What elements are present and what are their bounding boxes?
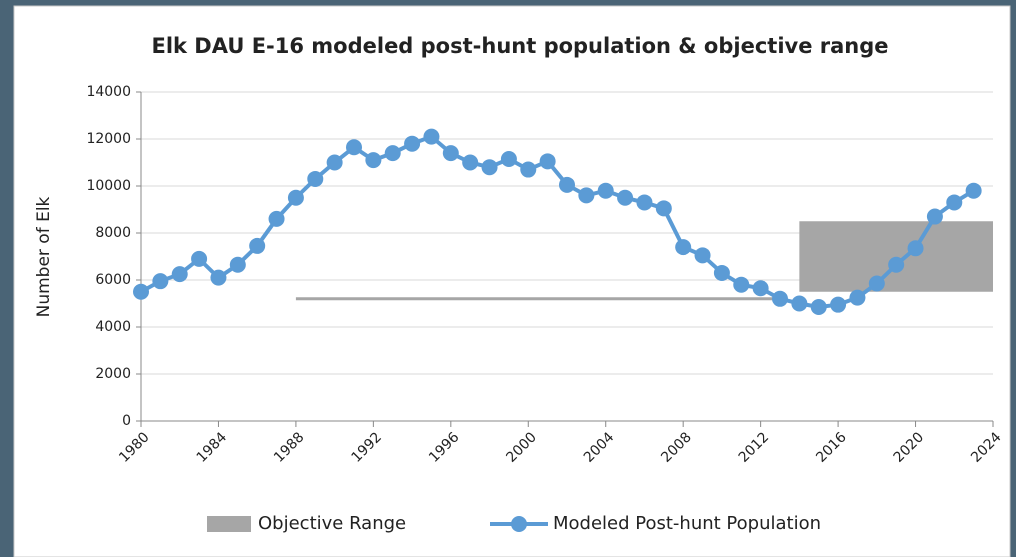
y-tick-label: 4000 [95,319,131,335]
data-point [229,256,246,273]
data-point [965,182,982,199]
data-point [675,239,692,256]
data-point [926,208,943,225]
legend-label: Modeled Post-hunt Population [553,513,821,534]
data-point [423,128,440,145]
data-point [171,266,188,283]
data-point [597,182,614,199]
data-point [617,189,634,206]
data-point [946,194,963,211]
data-point [326,154,343,171]
data-point [346,139,362,156]
data-point [772,290,788,307]
objective-box [799,221,993,292]
data-point [733,276,750,293]
data-point [287,189,304,206]
data-point [655,200,672,217]
y-tick-label: 10000 [86,178,131,194]
y-axis-label: Number of Elk [34,196,54,317]
y-tick-label: 0 [122,413,131,429]
data-point [268,210,285,227]
data-point [830,296,847,313]
data-point [810,299,827,316]
data-point [868,275,885,292]
y-tick-label: 12000 [86,131,131,147]
data-point [752,280,769,297]
y-tick-label: 14000 [86,84,131,100]
legend-label: Objective Range [258,513,406,534]
data-point [152,273,169,290]
data-point [559,176,575,193]
data-point [249,237,266,254]
chart-title: Elk DAU E-16 modeled post-hunt populatio… [151,34,888,58]
data-point [539,153,556,170]
data-point [636,194,653,211]
data-point [694,247,711,264]
data-point [713,264,730,281]
data-point [500,150,517,167]
data-point [888,256,905,273]
data-point [578,187,595,204]
y-tick-label: 2000 [95,366,131,382]
data-point [210,269,227,286]
data-point [849,289,866,306]
data-point [907,240,924,257]
legend-swatch [207,516,251,532]
data-point [191,250,208,267]
data-point [384,145,401,162]
data-point [133,283,149,300]
legend-marker [511,516,527,532]
data-point [365,152,382,169]
data-point [442,145,459,162]
data-point [462,154,479,171]
data-point [307,170,324,187]
y-tick-label: 8000 [95,225,131,241]
data-point [404,135,421,152]
y-tick-label: 6000 [95,272,131,288]
data-point [520,161,537,178]
data-point [481,159,498,176]
data-point [791,295,808,312]
